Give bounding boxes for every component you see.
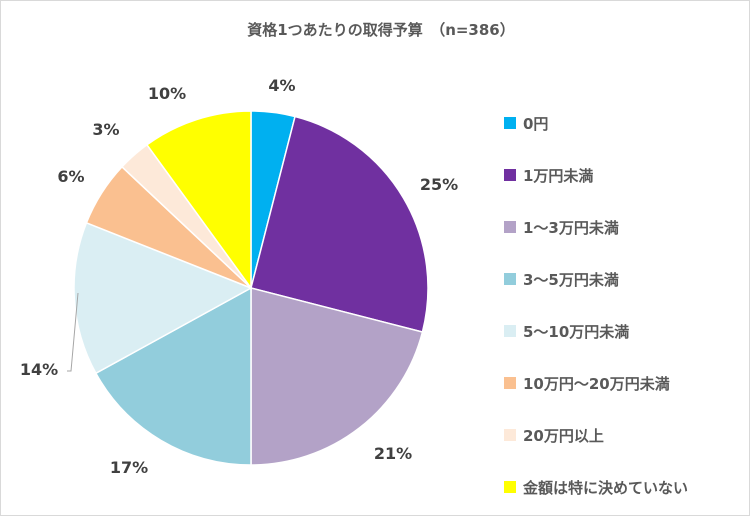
legend-item: 5～10万円未満 xyxy=(504,305,688,357)
legend-item: 1万円未満 xyxy=(504,149,688,201)
leader-line xyxy=(67,292,79,372)
legend-item: 1～3万円未満 xyxy=(504,201,688,253)
legend: 0円 1万円未満 1～3万円未満 3～5万円未満 5～10万円未満 10万円～20万円未満… xyxy=(504,97,688,513)
pie-slice-7 xyxy=(145,110,252,291)
legend-swatch xyxy=(504,429,516,441)
legend-swatch xyxy=(504,221,516,233)
legend-label: 5～10万円未満 xyxy=(523,322,630,341)
legend-item: 10万円～20万円未満 xyxy=(504,357,688,409)
legend-item: 3～5万円未満 xyxy=(504,253,688,305)
pie-slice-1 xyxy=(250,115,429,333)
data-label: 3% xyxy=(92,120,119,139)
legend-label: 20万円以上 xyxy=(523,426,604,445)
legend-swatch xyxy=(504,377,516,389)
data-label: 4% xyxy=(268,76,295,95)
pie-slice-4 xyxy=(73,221,253,375)
legend-item: 金額は特に決めていない xyxy=(504,461,688,513)
legend-swatch xyxy=(504,273,516,285)
legend-label: 金額は特に決めていない xyxy=(523,478,689,497)
legend-label: 3～5万円未満 xyxy=(523,270,619,289)
data-label: 25% xyxy=(420,175,458,194)
pie-slice-2 xyxy=(250,287,424,466)
data-label: 6% xyxy=(57,167,84,186)
data-label: 10% xyxy=(148,84,186,103)
legend-label: 1万円未満 xyxy=(523,166,594,185)
legend-label: 1～3万円未満 xyxy=(523,218,619,237)
legend-swatch xyxy=(504,169,516,181)
data-label: 17% xyxy=(110,458,148,477)
data-label: 14% xyxy=(20,360,58,379)
pie-slice-3 xyxy=(94,286,252,466)
data-label: 21% xyxy=(374,444,412,463)
legend-swatch xyxy=(504,325,516,337)
legend-item: 20万円以上 xyxy=(504,409,688,461)
legend-label: 0円 xyxy=(523,114,549,133)
chart-title: 資格1つあたりの取得予算 （n=386） xyxy=(247,21,515,39)
legend-label: 10万円～20万円未満 xyxy=(523,374,670,393)
legend-swatch xyxy=(504,117,516,129)
legend-item: 0円 xyxy=(504,97,688,149)
legend-swatch xyxy=(504,481,516,493)
